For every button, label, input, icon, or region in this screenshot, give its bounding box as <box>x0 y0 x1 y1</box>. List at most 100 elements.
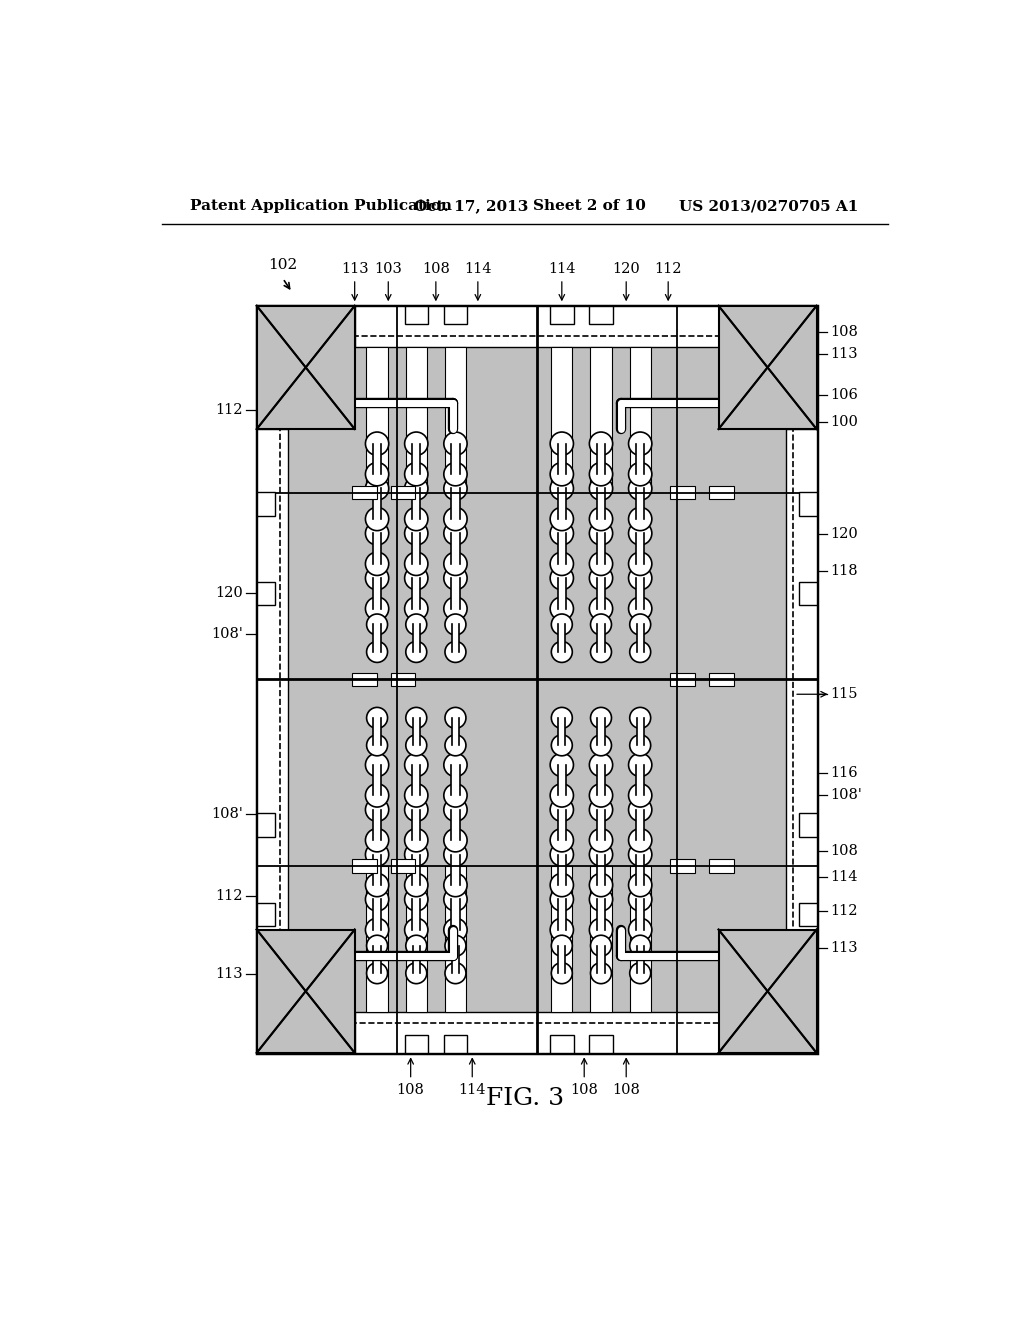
Circle shape <box>630 735 650 756</box>
Circle shape <box>366 874 389 896</box>
Bar <box>558 488 566 519</box>
Bar <box>354 306 719 347</box>
Bar <box>597 533 605 564</box>
Bar <box>597 945 605 973</box>
Bar <box>352 486 377 499</box>
Bar <box>589 306 612 323</box>
Bar <box>452 854 460 884</box>
Circle shape <box>590 843 612 866</box>
Circle shape <box>629 874 652 896</box>
Bar <box>799 813 816 837</box>
Circle shape <box>366 477 389 500</box>
Circle shape <box>590 754 612 776</box>
Bar <box>636 488 644 519</box>
Bar <box>591 347 611 492</box>
Bar <box>352 673 377 686</box>
Bar <box>558 624 565 652</box>
Bar <box>413 624 420 652</box>
Circle shape <box>550 521 573 545</box>
Circle shape <box>550 888 573 911</box>
Bar <box>636 899 644 929</box>
Circle shape <box>630 962 650 983</box>
Text: 120: 120 <box>612 261 640 276</box>
Bar <box>558 899 566 929</box>
Bar <box>799 492 816 516</box>
Circle shape <box>550 754 573 776</box>
Circle shape <box>404 843 428 866</box>
Bar <box>452 578 460 609</box>
Circle shape <box>443 507 467 531</box>
Bar <box>558 945 565 973</box>
Circle shape <box>404 521 428 545</box>
Circle shape <box>630 614 650 635</box>
Circle shape <box>551 936 572 956</box>
Bar <box>671 673 695 686</box>
Text: 114: 114 <box>830 870 858 884</box>
Text: 108: 108 <box>422 261 450 276</box>
Circle shape <box>590 597 612 620</box>
Circle shape <box>445 735 466 756</box>
Circle shape <box>629 799 652 821</box>
Bar <box>452 899 460 929</box>
Circle shape <box>366 462 389 486</box>
Bar <box>373 488 381 519</box>
Bar <box>589 1035 612 1053</box>
Circle shape <box>443 432 467 455</box>
Bar <box>452 809 460 841</box>
Bar <box>373 809 381 841</box>
Bar <box>637 624 644 652</box>
Text: US 2013/0270705 A1: US 2013/0270705 A1 <box>679 199 858 213</box>
Bar <box>558 444 566 474</box>
Bar <box>558 533 566 564</box>
Bar <box>367 347 388 492</box>
Bar <box>551 347 572 492</box>
Text: 112: 112 <box>215 888 243 903</box>
Text: 114: 114 <box>548 261 575 276</box>
Text: 102: 102 <box>268 259 298 272</box>
Circle shape <box>406 936 427 956</box>
Bar <box>799 903 816 927</box>
Text: 120: 120 <box>215 586 243 601</box>
Circle shape <box>404 784 428 807</box>
Text: 112: 112 <box>830 904 858 917</box>
Circle shape <box>445 614 466 635</box>
Circle shape <box>404 874 428 896</box>
Text: 103: 103 <box>375 261 402 276</box>
Bar <box>597 488 605 519</box>
Bar <box>558 718 565 746</box>
Bar <box>406 347 427 492</box>
Bar <box>352 859 377 873</box>
Circle shape <box>404 462 428 486</box>
Bar <box>452 718 459 746</box>
Bar <box>551 866 572 1011</box>
Circle shape <box>443 888 467 911</box>
Bar <box>374 624 381 652</box>
Text: 108': 108' <box>830 788 862 803</box>
Bar <box>374 718 381 746</box>
Bar <box>452 444 460 474</box>
Circle shape <box>590 566 612 590</box>
Bar <box>558 854 566 884</box>
Circle shape <box>406 962 427 983</box>
Text: 114: 114 <box>459 1082 486 1097</box>
Bar <box>550 306 573 323</box>
Text: 112: 112 <box>215 404 243 417</box>
Circle shape <box>591 962 611 983</box>
Bar <box>636 809 644 841</box>
Circle shape <box>629 552 652 576</box>
Circle shape <box>366 843 389 866</box>
Circle shape <box>443 754 467 776</box>
Circle shape <box>629 462 652 486</box>
Bar <box>785 429 816 929</box>
Circle shape <box>366 566 389 590</box>
Circle shape <box>367 735 387 756</box>
Circle shape <box>445 642 466 663</box>
Circle shape <box>406 735 427 756</box>
Bar <box>373 444 381 474</box>
Bar <box>257 903 274 927</box>
Bar <box>354 1011 719 1053</box>
Bar <box>373 578 381 609</box>
Circle shape <box>629 888 652 911</box>
Bar <box>671 486 695 499</box>
Circle shape <box>366 754 389 776</box>
